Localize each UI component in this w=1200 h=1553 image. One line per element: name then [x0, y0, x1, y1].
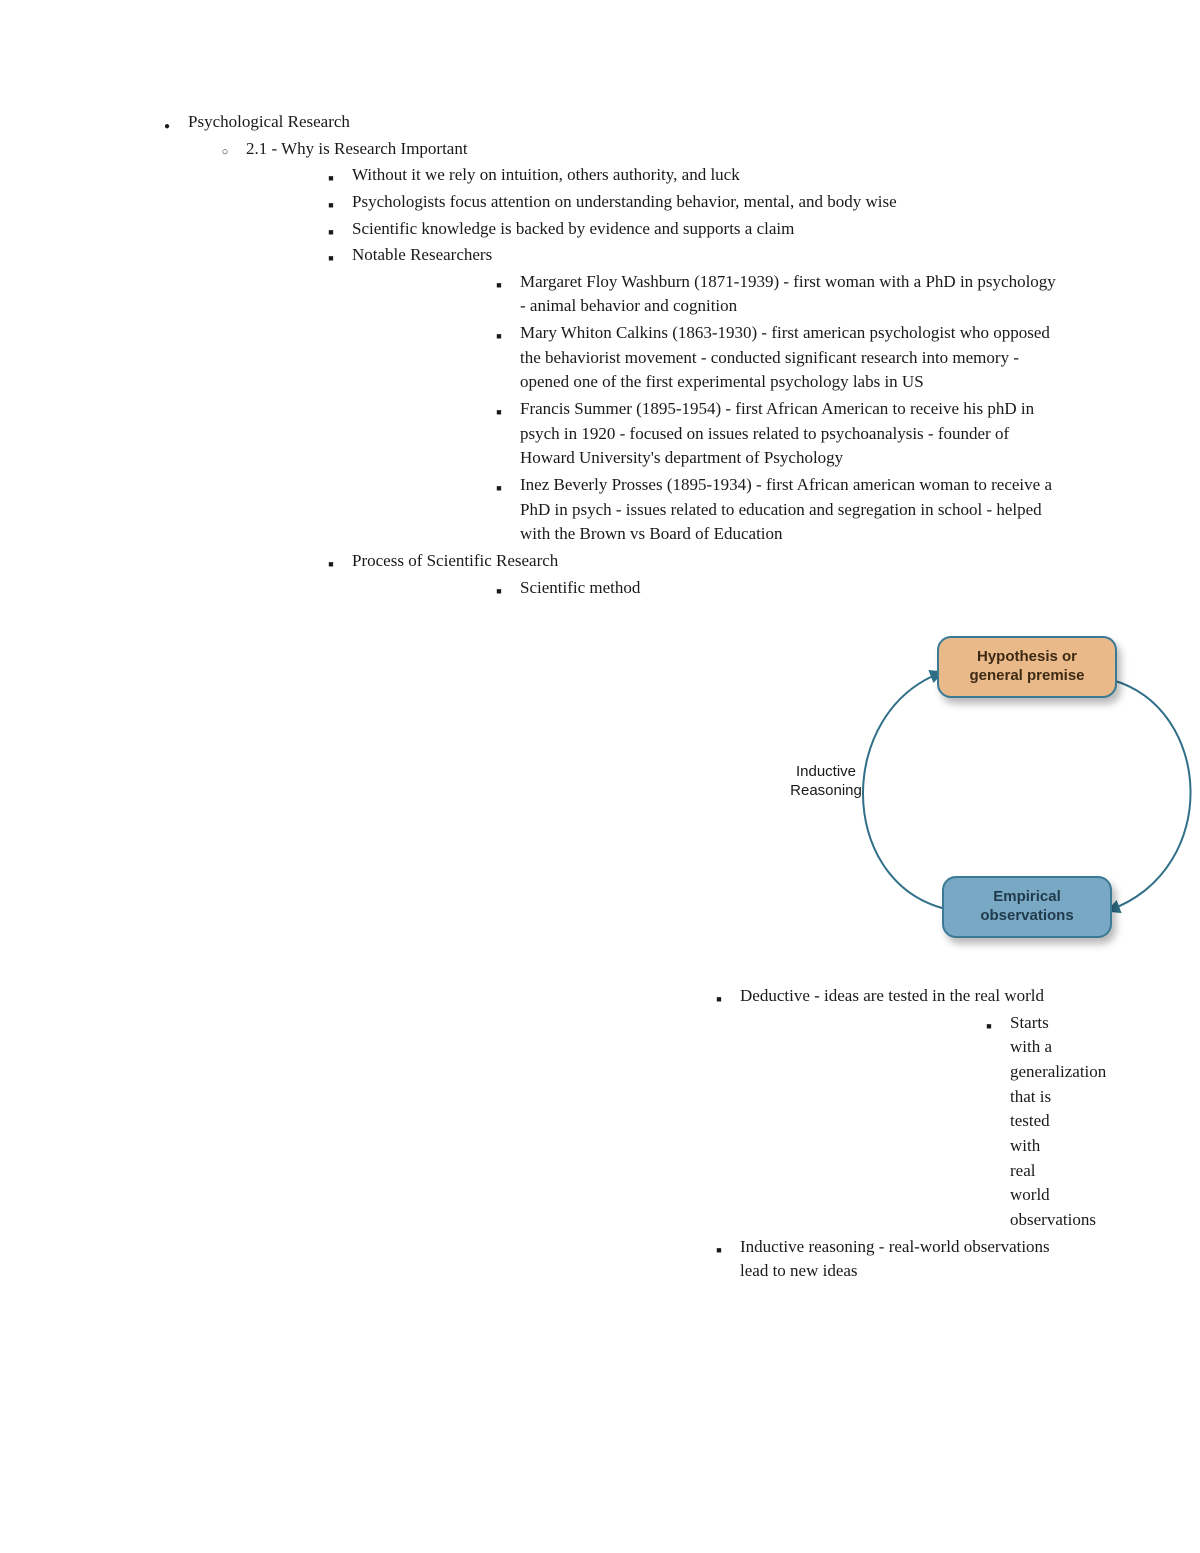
researcher-item: Inez Beverly Prosses (1895-1934) - first… [492, 473, 1060, 547]
node-empirical: Empiricalobservations [942, 876, 1112, 938]
document-page: Psychological Research 2.1 - Why is Rese… [0, 0, 1200, 1553]
heading-psychological-research: Psychological Research [160, 110, 1060, 135]
arrow-right-arc [1110, 680, 1191, 910]
process-label: Process of Scientific Research [352, 549, 1060, 574]
section-2-1: 2.1 - Why is Research Important [218, 137, 1060, 162]
researcher-text: Margaret Floy Washburn (1871-1939) - fir… [520, 270, 1060, 319]
bullet-disc-icon [492, 576, 506, 601]
outline-root: Psychological Research 2.1 - Why is Rese… [150, 110, 1060, 1284]
bullet-square-icon [324, 217, 338, 242]
inductive-item: Inductive reasoning - real-world observa… [712, 1235, 1060, 1284]
researcher-text: Francis Summer (1895-1954) - first Afric… [520, 397, 1060, 471]
bullet-circle-icon [712, 984, 726, 1009]
researchers-list: Margaret Floy Washburn (1871-1939) - fir… [324, 270, 1060, 547]
deductive-item: Deductive - ideas are tested in the real… [712, 984, 1060, 1009]
researcher-text: Inez Beverly Prosses (1895-1934) - first… [520, 473, 1060, 547]
bullet-square-icon [324, 190, 338, 215]
point-item: Scientific knowledge is backed by eviden… [324, 217, 1060, 242]
node-label: Empiricalobservations [980, 888, 1073, 926]
researcher-item: Margaret Floy Washburn (1871-1939) - fir… [492, 270, 1060, 319]
deductive-sub-item: Starts with a generalization that is tes… [982, 1011, 1060, 1233]
deductive-text: Deductive - ideas are tested in the real… [740, 984, 1060, 1009]
bullet-disc-icon [160, 110, 174, 135]
process-sub-text: Scientific method [520, 576, 1060, 601]
bullet-disc-icon [492, 473, 506, 498]
bullet-square-icon [982, 1011, 996, 1036]
point-text: Without it we rely on intuition, others … [352, 163, 1060, 188]
process-heading: Process of Scientific Research [324, 549, 1060, 574]
process-sub: Scientific method [492, 576, 1060, 601]
notable-label: Notable Researchers [352, 243, 1060, 268]
bullet-square-icon [324, 549, 338, 574]
label-inductive: InductiveReasoning [776, 763, 876, 801]
researcher-item: Francis Summer (1895-1954) - first Afric… [492, 397, 1060, 471]
bullet-disc-icon [492, 397, 506, 422]
heading-text: Psychological Research [188, 110, 1060, 135]
researcher-text: Mary Whiton Calkins (1863-1930) - first … [520, 321, 1060, 395]
bullet-circle-icon [712, 1235, 726, 1260]
section-label: 2.1 - Why is Research Important [246, 137, 1060, 162]
point-text: Psychologists focus attention on underst… [352, 190, 1060, 215]
bullet-disc-icon [492, 321, 506, 346]
bullet-circle-icon [218, 137, 232, 162]
point-item: Without it we rely on intuition, others … [324, 163, 1060, 188]
researcher-item: Mary Whiton Calkins (1863-1930) - first … [492, 321, 1060, 395]
bullet-square-icon [324, 243, 338, 268]
deductive-sub-text: Starts with a generalization that is tes… [1010, 1011, 1060, 1233]
inductive-text: Inductive reasoning - real-world observa… [740, 1235, 1060, 1284]
section-points: Without it we rely on intuition, others … [218, 163, 1060, 1284]
side-label-text: InductiveReasoning [790, 763, 862, 799]
scientific-method-diagram: Hypothesis orgeneral premise Empiricalob… [742, 618, 1200, 978]
bullet-square-icon [324, 163, 338, 188]
bullet-disc-icon [492, 270, 506, 295]
node-label: Hypothesis orgeneral premise [969, 648, 1084, 686]
point-item: Psychologists focus attention on underst… [324, 190, 1060, 215]
label-deductive: DeductiveReasoning [1182, 763, 1200, 801]
point-text: Scientific knowledge is backed by eviden… [352, 217, 1060, 242]
node-hypothesis: Hypothesis orgeneral premise [937, 636, 1117, 698]
notable-researchers-heading: Notable Researchers [324, 243, 1060, 268]
